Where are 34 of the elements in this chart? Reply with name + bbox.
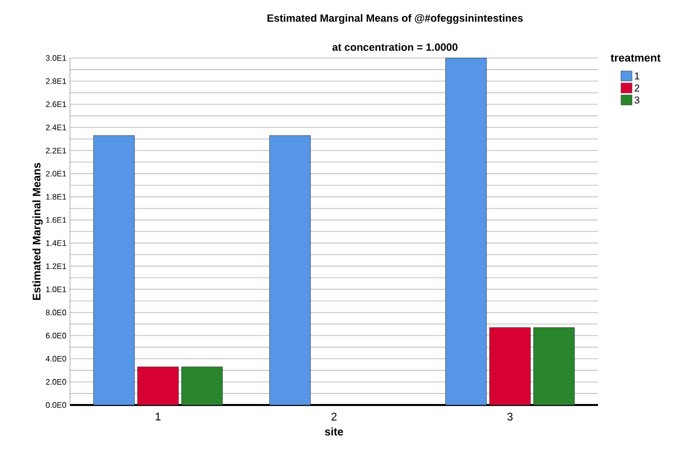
y-tick-label: 8.0E0	[46, 310, 66, 316]
y-tick-label: 2.0E1	[46, 170, 66, 176]
y-axis-title: Estimated Marginal Means	[32, 162, 43, 300]
bar	[489, 327, 531, 406]
bar	[137, 366, 179, 406]
y-tick-label: 2.8E1	[46, 78, 66, 84]
bar	[533, 327, 575, 406]
x-axis-title: site	[324, 427, 344, 436]
x-tick-label: 2	[331, 412, 337, 420]
y-tick-label: 2.6E1	[46, 101, 66, 108]
y-tick-label: 2.0E0	[46, 379, 66, 385]
legend-label: 2	[634, 84, 640, 92]
bar	[93, 135, 135, 406]
chart-title: Estimated Marginal Means of @#ofeggsinintestines	[267, 14, 523, 24]
y-tick-label: 1.0E1	[46, 286, 66, 292]
chart-subtitle: at concentration = 1.0000	[332, 43, 458, 51]
y-tick-label: 4.0E0	[46, 356, 66, 362]
bar	[269, 135, 311, 406]
y-tick-label: 3.0E1	[46, 55, 66, 61]
bar	[181, 366, 223, 406]
legend-label: 3	[634, 96, 640, 104]
legend-label: 1	[634, 72, 640, 80]
y-tick-label: 1.4E1	[46, 240, 66, 246]
legend-title: treatment	[610, 54, 661, 62]
x-tick-label: 1	[156, 412, 161, 420]
y-tick-label: 1.8E1	[46, 194, 66, 200]
y-tick-label: 1.6E1	[46, 217, 66, 223]
y-tick-label: 1.2E1	[46, 263, 66, 269]
y-tick-label: 2.2E1	[46, 148, 66, 154]
y-tick-label: 6.0E0	[46, 332, 66, 338]
bar	[445, 58, 487, 406]
y-tick-label: 0.0E0	[46, 402, 66, 408]
x-tick-label: 3	[507, 412, 513, 421]
y-tick-label: 2.4E1	[46, 124, 66, 130]
